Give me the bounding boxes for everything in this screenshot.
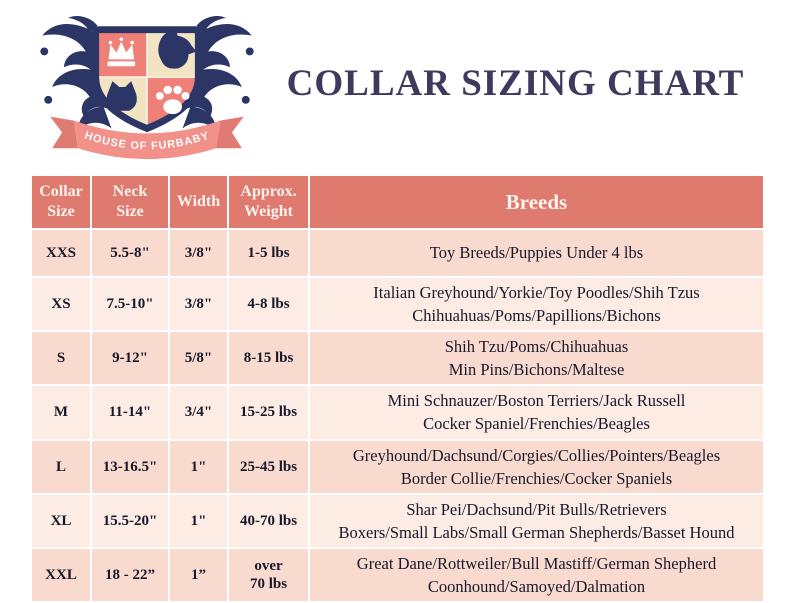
table-row: XXL 18 - 22” 1” over 70 lbs Great Dane/R… (30, 546, 765, 603)
cell-neck-size: 15.5-20" (90, 492, 170, 549)
cell-neck-size: 9-12" (90, 330, 170, 387)
cell-width: 1" (168, 492, 229, 549)
cell-approx-weight: 4-8 lbs (227, 275, 310, 333)
cell-width: 1” (168, 546, 229, 603)
cell-approx-weight: 25-45 lbs (227, 438, 310, 495)
cell-collar-size: XXS (30, 228, 92, 278)
cell-collar-size: M (30, 384, 92, 441)
header-breeds: Breeds (308, 174, 765, 230)
cell-approx-weight: 15-25 lbs (227, 384, 310, 441)
ribbon-banner: HOUSE OF FURBABY (50, 116, 244, 160)
cell-collar-size: S (30, 330, 92, 387)
table-row: XS 7.5-10" 3/8" 4-8 lbs Italian Greyhoun… (30, 275, 765, 333)
cell-width: 3/4" (168, 384, 229, 441)
cell-breeds: Shih Tzu/Poms/Chihuahuas Min Pins/Bichon… (308, 330, 765, 387)
cell-breeds: Great Dane/Rottweiler/Bull Mastiff/Germa… (308, 546, 765, 603)
table-body: XXS 5.5-8" 3/8" 1-5 lbs Toy Breeds/Puppi… (30, 228, 765, 603)
cell-collar-size: L (30, 438, 92, 495)
cat-icon (106, 81, 137, 111)
cell-approx-weight: 40-70 lbs (227, 492, 310, 549)
cell-breeds: Shar Pei/Dachsund/Pit Bulls/Retrievers B… (308, 492, 765, 549)
cell-breeds: Mini Schnauzer/Boston Terriers/Jack Russ… (308, 384, 765, 441)
cell-collar-size: XL (30, 492, 92, 549)
page-title: COLLAR SIZING CHART (286, 63, 745, 104)
cell-width: 3/8" (168, 275, 229, 333)
table-row: XXS 5.5-8" 3/8" 1-5 lbs Toy Breeds/Puppi… (30, 228, 765, 278)
brand-crest-logo: HOUSE OF FURBABY (40, 15, 254, 160)
cell-neck-size: 13-16.5" (90, 438, 170, 495)
cell-width: 1" (168, 438, 229, 495)
collar-sizing-table: Collar Size Neck Size Width Approx. Weig… (30, 174, 765, 603)
cell-neck-size: 11-14" (90, 384, 170, 441)
header-collar-size: Collar Size (30, 174, 92, 230)
cell-approx-weight: 8-15 lbs (227, 330, 310, 387)
cell-width: 5/8" (168, 330, 229, 387)
table-header: Collar Size Neck Size Width Approx. Weig… (30, 174, 765, 230)
table-row: M 11-14" 3/4" 15-25 lbs Mini Schnauzer/B… (30, 384, 765, 441)
cell-breeds: Toy Breeds/Puppies Under 4 lbs (308, 228, 765, 278)
page-header: HOUSE OF FURBABY COLLAR SIZING CHART (0, 0, 793, 172)
cell-neck-size: 7.5-10" (90, 275, 170, 333)
table-row: S 9-12" 5/8" 8-15 lbs Shih Tzu/Poms/Chih… (30, 330, 765, 387)
crown-icon (107, 37, 136, 67)
header-approx-weight: Approx. Weight (227, 174, 310, 230)
dog-icon (158, 27, 197, 69)
cell-neck-size: 18 - 22” (90, 546, 170, 603)
paw-icon (155, 85, 190, 115)
cell-neck-size: 5.5-8" (90, 228, 170, 278)
cell-approx-weight: 1-5 lbs (227, 228, 310, 278)
cell-approx-weight: over 70 lbs (227, 546, 310, 603)
cell-width: 3/8" (168, 228, 229, 278)
header-neck-size: Neck Size (90, 174, 170, 230)
cell-collar-size: XXL (30, 546, 92, 603)
cell-breeds: Greyhound/Dachsund/Corgies/Collies/Point… (308, 438, 765, 495)
table-row: L 13-16.5" 1" 25-45 lbs Greyhound/Dachsu… (30, 438, 765, 495)
table-row: XL 15.5-20" 1" 40-70 lbs Shar Pei/Dachsu… (30, 492, 765, 549)
header-row: Collar Size Neck Size Width Approx. Weig… (30, 174, 765, 230)
cell-breeds: Italian Greyhound/Yorkie/Toy Poodles/Shi… (308, 275, 765, 333)
header-width: Width (168, 174, 229, 230)
cell-collar-size: XS (30, 275, 92, 333)
